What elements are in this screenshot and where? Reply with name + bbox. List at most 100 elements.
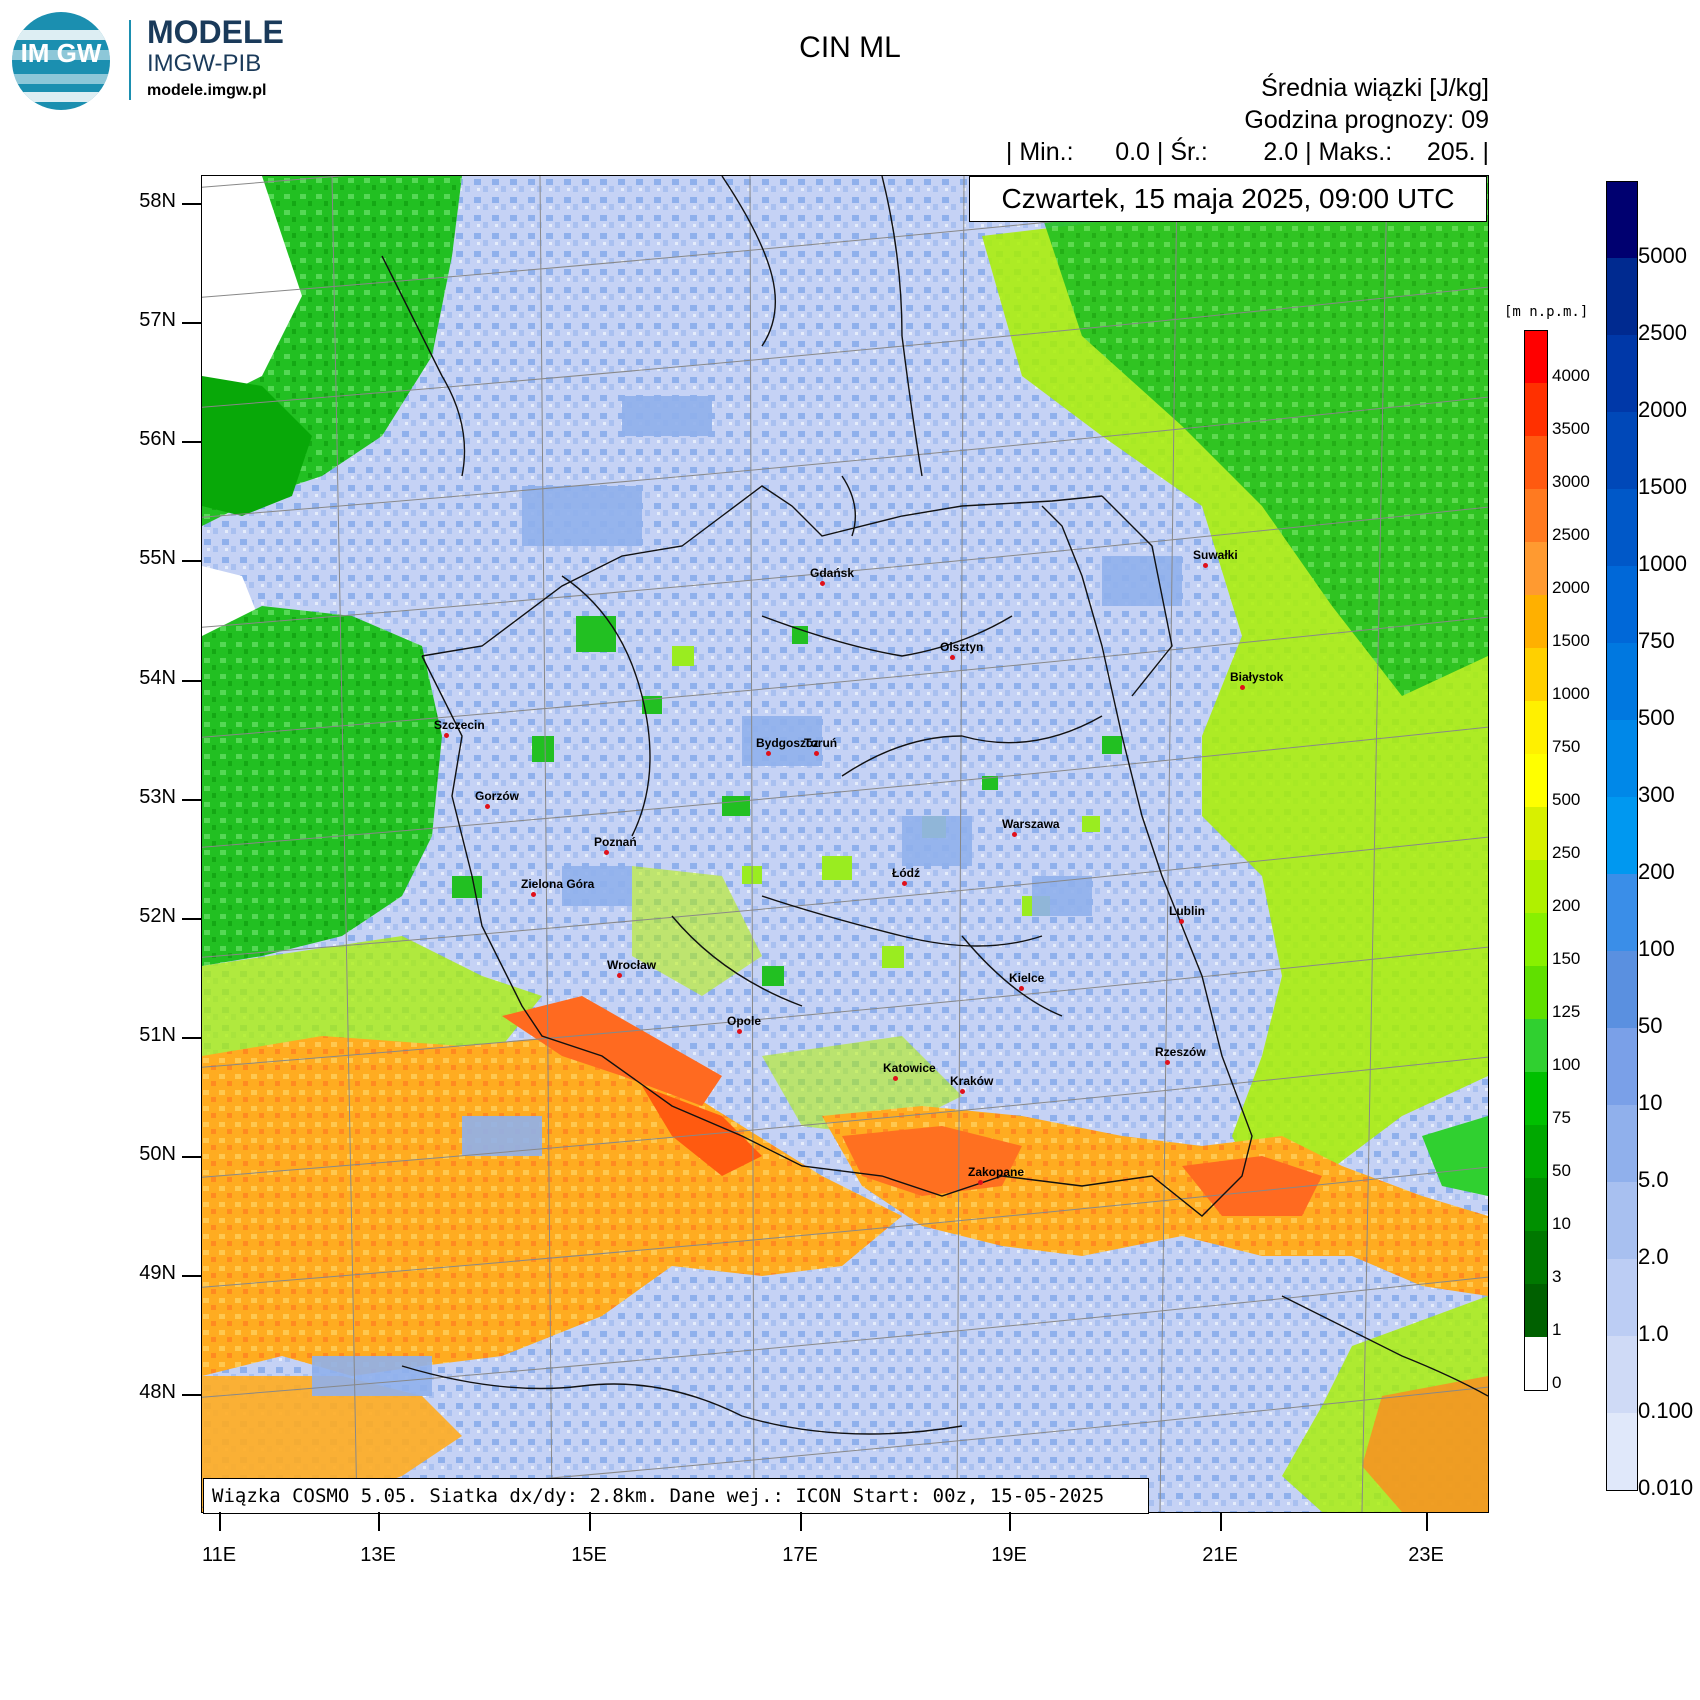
cin-legend-swatch: [1606, 412, 1638, 489]
lon-tick: [800, 1512, 802, 1531]
city-marker: [531, 892, 536, 897]
city-marker: [978, 1180, 983, 1185]
city-label: Rzeszów: [1155, 1045, 1206, 1059]
lat-tick: [182, 1275, 201, 1277]
lat-label: 53N: [139, 786, 176, 808]
header-forecast-hour: Godzina prognozy: 09: [1244, 106, 1489, 134]
cin-legend-swatch: [1606, 1028, 1638, 1105]
city-marker: [1012, 832, 1017, 837]
terrain-legend-swatch: [1524, 383, 1548, 436]
terrain-legend-swatch: [1524, 648, 1548, 701]
cin-legend-swatch: [1606, 1336, 1638, 1413]
city-label: Lublin: [1169, 904, 1205, 918]
city-marker: [617, 973, 622, 978]
cin-field-map: [202, 176, 1488, 1512]
city-marker: [444, 733, 449, 738]
lat-label: 50N: [139, 1143, 176, 1165]
city-marker: [485, 804, 490, 809]
cin-legend-label: 500: [1638, 705, 1675, 730]
lat-tick: [182, 203, 201, 205]
cin-legend-label: 1500: [1638, 474, 1687, 499]
terrain-legend-label: 2500: [1552, 525, 1590, 544]
terrain-legend-swatch: [1524, 436, 1548, 489]
terrain-legend-label: 0: [1552, 1373, 1562, 1392]
map-area[interactable]: Czwartek, 15 maja 2025, 09:00 UTC Gdańsk…: [201, 175, 1489, 1513]
map-title: CIN ML: [799, 31, 901, 64]
imgw-logo: IM GW: [12, 12, 110, 110]
city-marker: [604, 850, 609, 855]
cin-legend-swatch: [1606, 1105, 1638, 1182]
lon-tick: [378, 1512, 380, 1531]
lat-label: 54N: [139, 667, 176, 689]
valid-date: Czwartek, 15 maja 2025, 09:00 UTC: [969, 176, 1487, 222]
city-marker: [820, 581, 825, 586]
terrain-legend-label: 1: [1552, 1320, 1562, 1339]
terrain-legend-label: 10: [1552, 1214, 1571, 1233]
terrain-legend-swatch: [1524, 913, 1548, 966]
terrain-legend-label: 150: [1552, 949, 1581, 968]
terrain-legend-label: 3500: [1552, 419, 1590, 438]
cin-legend-label: 100: [1638, 936, 1675, 961]
city-marker: [950, 655, 955, 660]
terrain-legend-label: 250: [1552, 843, 1581, 862]
cin-legend-label: 0.010: [1638, 1475, 1694, 1500]
city-label: Białystok: [1230, 670, 1284, 684]
terrain-legend-swatch: [1524, 807, 1548, 860]
city-marker: [960, 1089, 965, 1094]
lat-label: 51N: [139, 1024, 176, 1046]
terrain-legend-swatch: [1524, 1231, 1548, 1284]
city-marker: [1165, 1060, 1170, 1065]
city-label: Kraków: [950, 1074, 994, 1088]
terrain-legend-label: 4000: [1552, 366, 1590, 385]
city-label: Wrocław: [607, 958, 657, 972]
cin-legend-label: 10: [1638, 1090, 1663, 1115]
terrain-legend-swatch: [1524, 1178, 1548, 1231]
cin-legend-swatch: [1606, 874, 1638, 951]
cin-legend-label: 5000: [1638, 243, 1687, 268]
model-info: Wiązka COSMO 5.05. Siatka dx/dy: 2.8km. …: [203, 1478, 1149, 1514]
terrain-legend-label: 3000: [1552, 472, 1590, 491]
lat-label: 52N: [139, 905, 176, 927]
terrain-legend-title: [m n.p.m.]: [1504, 304, 1589, 320]
cin-legend-swatch: [1606, 258, 1638, 335]
terrain-legend-swatch: [1524, 1072, 1548, 1125]
lat-tick: [182, 1394, 201, 1396]
lon-label: 13E: [360, 1544, 396, 1566]
terrain-legend-swatch: [1524, 1337, 1548, 1391]
terrain-legend-label: 125: [1552, 1002, 1581, 1021]
city-marker: [893, 1076, 898, 1081]
city-label: Poznań: [594, 835, 637, 849]
city-label: Warszawa: [1002, 817, 1060, 831]
city-marker: [1240, 685, 1245, 690]
lat-tick: [182, 799, 201, 801]
city-label: Gdańsk: [810, 566, 855, 580]
cin-legend-swatch: [1606, 489, 1638, 566]
terrain-legend-swatch: [1524, 330, 1548, 384]
lat-tick: [182, 680, 201, 682]
terrain-legend-swatch: [1524, 1125, 1548, 1178]
lat-label: 56N: [139, 428, 176, 450]
cin-legend-swatch: [1606, 1413, 1638, 1491]
lon-tick: [1009, 1512, 1011, 1531]
city-label: Suwałki: [1193, 548, 1238, 562]
brand-website[interactable]: modele.imgw.pl: [147, 82, 267, 99]
logo-divider: [129, 20, 131, 100]
cin-legend-label: 300: [1638, 782, 1675, 807]
terrain-legend-label: 3: [1552, 1267, 1562, 1286]
lat-label: 49N: [139, 1262, 176, 1284]
lon-label: 17E: [782, 1544, 818, 1566]
lon-label: 15E: [571, 1544, 607, 1566]
lon-label: 11E: [201, 1544, 237, 1566]
terrain-legend-swatch: [1524, 966, 1548, 1019]
header-stats: | Min.: 0.0 | Śr.: 2.0 | Maks.: 205. |: [1005, 138, 1489, 166]
terrain-legend-label: 75: [1552, 1108, 1571, 1127]
city-marker: [1203, 563, 1208, 568]
city-label: Zakopane: [968, 1165, 1025, 1179]
cin-legend-swatch: [1606, 797, 1638, 874]
cin-legend-label: 50: [1638, 1013, 1663, 1038]
lat-tick: [182, 1156, 201, 1158]
cin-legend-swatch: [1606, 720, 1638, 797]
lon-tick: [219, 1512, 221, 1531]
lat-tick: [182, 1037, 201, 1039]
lat-label: 57N: [139, 309, 176, 331]
